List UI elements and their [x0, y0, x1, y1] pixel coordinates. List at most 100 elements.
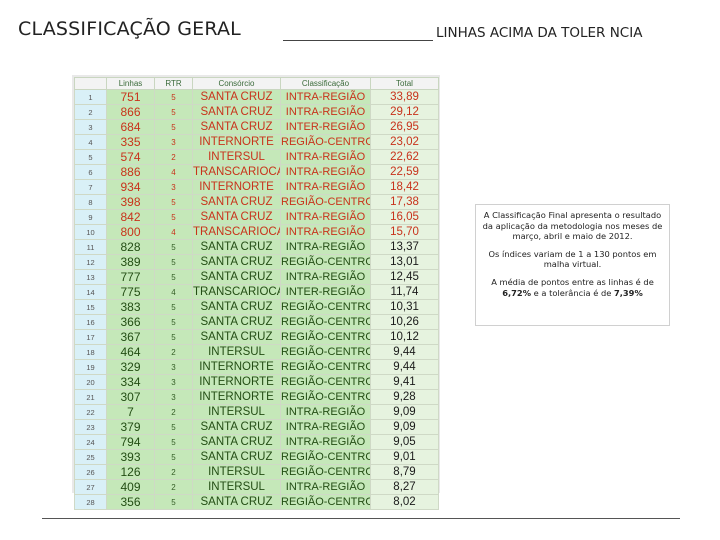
- classificacao-cell: INTRA-REGIÃO: [280, 239, 371, 255]
- table-row: 6 886 4 TRANSCARIOCA INTRA-REGIÃO 22,59: [74, 164, 439, 180]
- column-header: Linhas: [106, 77, 155, 90]
- total-cell: 10,12: [370, 329, 439, 345]
- row-index-cell: 7: [74, 179, 107, 195]
- row-index-cell: 19: [74, 359, 107, 375]
- row-index-cell: 16: [74, 314, 107, 330]
- consorcio-cell: SANTA CRUZ: [192, 299, 281, 315]
- total-cell: 16,05: [370, 209, 439, 225]
- linha-cell: 794: [106, 434, 155, 450]
- row-index-cell: 3: [74, 119, 107, 135]
- total-cell: 15,70: [370, 224, 439, 240]
- classificacao-cell: INTRA-REGIÃO: [280, 164, 371, 180]
- rtr-cell: 2: [154, 149, 193, 165]
- consorcio-cell: SANTA CRUZ: [192, 494, 281, 510]
- classificacao-cell: INTRA-REGIÃO: [280, 404, 371, 420]
- note-paragraph-2: Os índices variam de 1 a 130 pontos em m…: [488, 248, 657, 270]
- column-header: [74, 77, 107, 90]
- note-paragraph-3: A média de pontos entre as linhas é de 6…: [482, 277, 663, 298]
- row-index-cell: 11: [74, 239, 107, 255]
- linha-cell: 379: [106, 419, 155, 435]
- linha-cell: 684: [106, 119, 155, 135]
- total-cell: 9,01: [370, 449, 439, 465]
- note-p3-pre: A média de pontos entre as linhas é de: [491, 276, 654, 287]
- rtr-cell: 5: [154, 89, 193, 105]
- linha-cell: 329: [106, 359, 155, 375]
- classificacao-cell: INTRA-REGIÃO: [280, 149, 371, 165]
- rtr-cell: 2: [154, 404, 193, 420]
- note-paragraph-1: A Classificação Final apresenta o result…: [482, 210, 663, 242]
- row-index-cell: 17: [74, 329, 107, 345]
- linha-cell: 335: [106, 134, 155, 150]
- linha-cell: 393: [106, 449, 155, 465]
- table-row: 13 777 5 SANTA CRUZ INTRA-REGIÃO 12,45: [74, 269, 439, 285]
- consorcio-cell: SANTA CRUZ: [192, 314, 281, 330]
- consorcio-cell: INTERNORTE: [192, 374, 281, 390]
- classificacao-cell: REGIÃO-CENTRO: [280, 314, 371, 330]
- rtr-cell: 5: [154, 269, 193, 285]
- table-row: 21 307 3 INTERNORTE REGIÃO-CENTRO 9,28: [74, 389, 439, 405]
- consorcio-cell: SANTA CRUZ: [192, 194, 281, 210]
- linha-cell: 751: [106, 89, 155, 105]
- table-row: 16 366 5 SANTA CRUZ REGIÃO-CENTRO 10,26: [74, 314, 439, 330]
- classificacao-cell: REGIÃO-CENTRO: [280, 494, 371, 510]
- note-p3-mid: e a tolerância é de: [531, 287, 614, 298]
- total-cell: 22,62: [370, 149, 439, 165]
- rtr-cell: 5: [154, 104, 193, 120]
- table-row: 24 794 5 SANTA CRUZ INTRA-REGIÃO 9,05: [74, 434, 439, 450]
- total-cell: 8,79: [370, 464, 439, 480]
- total-cell: 22,59: [370, 164, 439, 180]
- table-header-row: Linhas RTR Consórcio Classificação Total: [74, 77, 439, 90]
- linha-cell: 367: [106, 329, 155, 345]
- total-cell: 11,74: [370, 284, 439, 300]
- classificacao-cell: INTRA-REGIÃO: [280, 89, 371, 105]
- row-index-cell: 15: [74, 299, 107, 315]
- linha-cell: 574: [106, 149, 155, 165]
- consorcio-cell: SANTA CRUZ: [192, 104, 281, 120]
- average-value: 6,72%: [502, 287, 532, 298]
- page-subtitle: LINHAS ACIMA DA TOLER NCIA: [436, 25, 643, 41]
- table-row: 26 126 2 INTERSUL REGIÃO-CENTRO 8,79: [74, 464, 439, 480]
- rtr-cell: 3: [154, 179, 193, 195]
- classificacao-cell: INTER-REGIÃO: [280, 284, 371, 300]
- linha-cell: 398: [106, 194, 155, 210]
- rtr-cell: 2: [154, 464, 193, 480]
- column-header: Total: [370, 77, 439, 90]
- classificacao-cell: INTRA-REGIÃO: [280, 179, 371, 195]
- rtr-cell: 5: [154, 449, 193, 465]
- classificacao-cell: REGIÃO-CENTRO: [280, 299, 371, 315]
- row-index-cell: 13: [74, 269, 107, 285]
- note-box: A Classificação Final apresenta o result…: [475, 204, 670, 326]
- table-row: 11 828 5 SANTA CRUZ INTRA-REGIÃO 13,37: [74, 239, 439, 255]
- linha-cell: 866: [106, 104, 155, 120]
- rtr-cell: 2: [154, 344, 193, 360]
- rtr-cell: 4: [154, 224, 193, 240]
- rtr-cell: 5: [154, 239, 193, 255]
- row-index-cell: 10: [74, 224, 107, 240]
- rtr-cell: 4: [154, 164, 193, 180]
- consorcio-cell: INTERNORTE: [192, 179, 281, 195]
- rtr-cell: 5: [154, 119, 193, 135]
- linha-cell: 356: [106, 494, 155, 510]
- classificacao-cell: REGIÃO-CENTRO: [280, 464, 371, 480]
- table-row: 19 329 3 INTERNORTE REGIÃO-CENTRO 9,44: [74, 359, 439, 375]
- consorcio-cell: SANTA CRUZ: [192, 209, 281, 225]
- rtr-cell: 3: [154, 389, 193, 405]
- table-row: 25 393 5 SANTA CRUZ REGIÃO-CENTRO 9,01: [74, 449, 439, 465]
- total-cell: 12,45: [370, 269, 439, 285]
- rtr-cell: 5: [154, 254, 193, 270]
- row-index-cell: 28: [74, 494, 107, 510]
- table-row: 20 334 3 INTERNORTE REGIÃO-CENTRO 9,41: [74, 374, 439, 390]
- row-index-cell: 4: [74, 134, 107, 150]
- table-row: 10 800 4 TRANSCARIOCA INTRA-REGIÃO 15,70: [74, 224, 439, 240]
- linha-cell: 334: [106, 374, 155, 390]
- total-cell: 9,09: [370, 419, 439, 435]
- row-index-cell: 5: [74, 149, 107, 165]
- table-row: 9 842 5 SANTA CRUZ INTRA-REGIÃO 16,05: [74, 209, 439, 225]
- total-cell: 10,26: [370, 314, 439, 330]
- row-index-cell: 22: [74, 404, 107, 420]
- classificacao-cell: INTRA-REGIÃO: [280, 434, 371, 450]
- consorcio-cell: SANTA CRUZ: [192, 239, 281, 255]
- linha-cell: 383: [106, 299, 155, 315]
- rtr-cell: 5: [154, 314, 193, 330]
- rtr-cell: 5: [154, 434, 193, 450]
